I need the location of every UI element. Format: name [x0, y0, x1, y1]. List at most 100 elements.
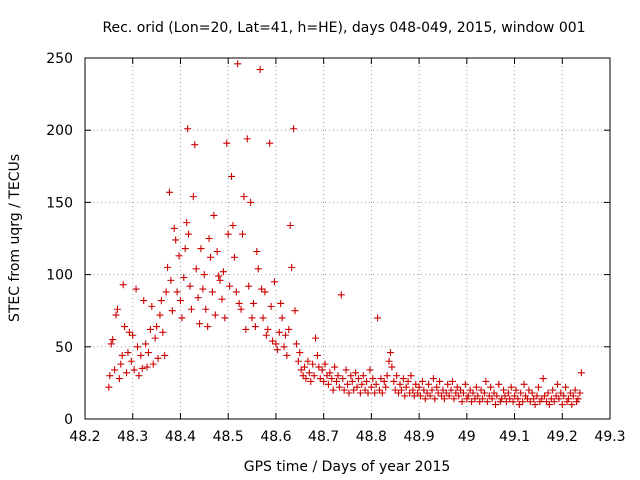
x-tick-label: 48.4 [165, 429, 196, 445]
data-point [409, 386, 417, 394]
data-point [573, 398, 581, 406]
data-point [367, 383, 375, 391]
data-point [253, 247, 261, 255]
data-point [356, 389, 364, 397]
data-point [251, 323, 259, 331]
x-tick-label: 48.5 [213, 429, 244, 445]
data-point [194, 294, 202, 302]
y-tick-label: 100 [46, 268, 73, 284]
data-point [192, 265, 200, 273]
data-point [495, 380, 503, 388]
data-point [530, 395, 538, 403]
data-point [146, 325, 154, 333]
data-point [208, 288, 216, 296]
data-point [207, 253, 215, 261]
data-point [162, 288, 170, 296]
data-point [318, 366, 326, 374]
data-point [549, 386, 557, 394]
data-point [165, 188, 173, 196]
data-point [512, 386, 520, 394]
data-point [180, 273, 188, 281]
data-point [434, 389, 442, 397]
data-point [286, 222, 294, 230]
data-point [520, 380, 528, 388]
data-point [202, 305, 210, 313]
data-point [184, 125, 192, 133]
y-tick-label: 150 [46, 195, 73, 211]
data-point [134, 343, 141, 351]
axis-ticks: 48.2 48.3 48.4 48.5 48.6 48.7 48.8 48.9 49 49.1 49… [46, 51, 625, 445]
data-point [353, 383, 361, 391]
data-point [269, 337, 277, 345]
data-point [159, 328, 167, 336]
data-point [450, 395, 458, 403]
data-point [396, 380, 404, 388]
data-point [431, 395, 439, 403]
data-point [221, 314, 229, 322]
data-point [112, 311, 120, 319]
data-point [175, 252, 183, 260]
data-point [445, 392, 453, 400]
data-point [407, 372, 415, 380]
data-point [382, 383, 390, 391]
data-point [480, 389, 488, 397]
data-point [487, 383, 495, 391]
data-point [168, 307, 176, 315]
data-point [469, 389, 477, 397]
data-point [205, 235, 213, 242]
data-point [170, 224, 178, 232]
data-point [140, 297, 148, 305]
data-point [369, 375, 377, 383]
data-point [215, 272, 223, 280]
data-point [197, 245, 205, 253]
data-point [270, 278, 278, 286]
data-point [526, 398, 534, 406]
data-point [507, 383, 515, 391]
data-point [187, 305, 195, 313]
data-point [245, 282, 253, 290]
data-point [359, 372, 367, 380]
data-point [571, 386, 579, 394]
data-point [172, 236, 180, 244]
data-point [344, 380, 351, 388]
data-point [176, 297, 184, 305]
data-point [459, 389, 467, 397]
data-point [135, 372, 143, 380]
data-point [312, 334, 320, 342]
data-point [404, 377, 412, 385]
data-point [144, 349, 152, 357]
data-point [386, 349, 394, 357]
plot-frame [84, 57, 611, 420]
data-point [429, 375, 437, 383]
data-point [261, 288, 269, 296]
data-point [280, 343, 288, 351]
data-point [402, 383, 410, 391]
data-point [506, 395, 514, 403]
data-point [121, 323, 129, 331]
data-point [383, 372, 391, 380]
data-point [498, 395, 506, 403]
y-tick-label: 50 [55, 340, 73, 356]
data-point [191, 141, 199, 149]
data-point [316, 375, 324, 383]
grid [85, 58, 610, 419]
data-point [388, 363, 396, 371]
data-point [453, 383, 461, 391]
data-point [258, 285, 266, 293]
data-point [142, 340, 150, 348]
data-point [242, 325, 250, 333]
data-point [111, 366, 119, 374]
data-point [229, 222, 237, 230]
data-point [285, 325, 293, 333]
y-tick-label: 250 [46, 51, 73, 67]
y-axis-title: STEC from uqrg / TECUs [7, 154, 23, 322]
data-point [296, 349, 304, 357]
data-point [210, 211, 218, 219]
data-point [541, 392, 549, 400]
data-point [558, 401, 566, 409]
data-point [189, 193, 197, 201]
data-point [294, 357, 302, 365]
data-point [519, 398, 527, 406]
data-point [474, 392, 482, 400]
data-point [156, 311, 164, 319]
